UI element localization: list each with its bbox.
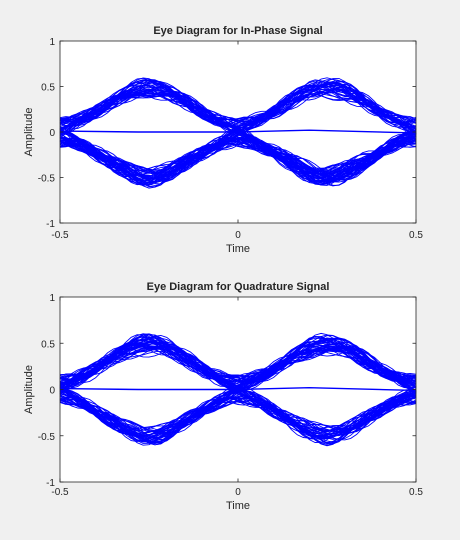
eye-trace-line (59, 84, 417, 174)
eye-trace-line (59, 346, 417, 433)
eye-trace-line (59, 81, 417, 171)
chart-title: Eye Diagram for Quadrature Signal (147, 281, 330, 293)
eye-trace-line (59, 341, 417, 432)
eye-trace-line (59, 334, 417, 385)
eye-trace-baseline (59, 129, 417, 134)
eye-trace-baseline (59, 386, 417, 392)
x-axis-label: Time (226, 500, 250, 512)
y-tick-label: 1 (49, 37, 55, 48)
subplot-in-phase: Eye Diagram for In-Phase Signal -0.5 0 0… (23, 25, 423, 255)
eye-trace-line (59, 80, 417, 136)
y-axis-label: Amplitude (23, 108, 35, 157)
y-tick-label: -1 (46, 219, 55, 230)
subplot-quadrature: Eye Diagram for Quadrature Signal -0.5 0… (23, 281, 423, 512)
y-axis-label: Amplitude (23, 365, 35, 414)
y-axis: 1 0.5 0 -0.5 -1 Amplitude (23, 37, 416, 230)
eye-trace-line (59, 87, 417, 186)
eye-trace-line (59, 130, 417, 180)
x-tick-label: 0 (235, 487, 241, 498)
y-tick-label: -1 (46, 478, 55, 489)
chart-title: Eye Diagram for In-Phase Signal (153, 25, 322, 37)
y-tick-label: 0.5 (41, 83, 55, 94)
eye-trace-line (59, 85, 417, 181)
x-tick-label: 0.5 (409, 230, 423, 241)
y-tick-label: 1 (49, 293, 55, 304)
y-axis: 1 0.5 0 -0.5 -1 Amplitude (23, 293, 416, 489)
y-tick-label: 0.5 (41, 339, 55, 350)
y-tick-label: -0.5 (38, 174, 56, 185)
eye-trace-line (59, 351, 417, 446)
x-tick-label: 0.5 (409, 487, 423, 498)
x-axis: -0.5 0 0.5 Time (51, 41, 423, 255)
x-tick-label: 0 (235, 230, 241, 241)
x-tick-label: -0.5 (51, 487, 69, 498)
eye-traces (59, 77, 417, 189)
eye-trace-line (59, 394, 417, 433)
x-tick-label: -0.5 (51, 230, 69, 241)
eye-trace-line (59, 340, 417, 439)
eye-trace-line (59, 85, 417, 137)
x-axis: -0.5 0 0.5 Time (51, 297, 423, 512)
eye-trace-line (59, 129, 417, 186)
eye-traces (59, 332, 417, 447)
x-axis-label: Time (226, 243, 250, 255)
eye-trace-line (59, 342, 417, 437)
y-tick-label: 0 (49, 128, 55, 139)
eye-trace-line (59, 133, 417, 185)
y-tick-label: -0.5 (38, 432, 56, 443)
y-tick-label: 0 (49, 386, 55, 397)
eye-trace-line (59, 398, 417, 443)
eye-trace-line (59, 141, 417, 181)
eye-trace-line (59, 341, 417, 393)
